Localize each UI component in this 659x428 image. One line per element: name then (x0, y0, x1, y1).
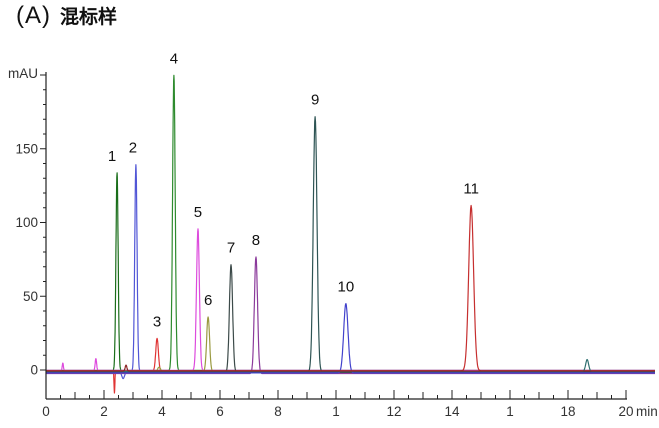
y-tick-label: 0 (30, 363, 38, 378)
y-tick-label: 50 (23, 289, 38, 304)
peak-label-11: 11 (463, 181, 479, 198)
trace-blue-2 (46, 303, 655, 374)
x-tick-label: 12 (386, 404, 401, 419)
y-tick-label: 100 (15, 215, 38, 230)
y-axis-unit-label: mAU (8, 66, 38, 81)
x-tick-label: 18 (560, 404, 575, 419)
peak-label-3: 3 (153, 313, 161, 330)
x-tick-label: 1 (332, 404, 340, 419)
peak-label-9: 9 (311, 92, 319, 109)
trace-darkred (46, 364, 655, 372)
panel-label: (A) (16, 2, 51, 29)
x-tick-label: 8 (274, 404, 282, 419)
peak-label-4: 4 (170, 50, 178, 67)
x-tick-label: 6 (216, 404, 224, 419)
peak-label-5: 5 (194, 204, 202, 221)
peak-label-1: 1 (108, 148, 116, 165)
peak-label-7: 7 (227, 240, 235, 257)
x-tick-label: 2 (100, 404, 108, 419)
x-tick-label: 14 (444, 404, 460, 419)
sample-name: 混标样 (60, 7, 118, 28)
peak-label-10: 10 (338, 279, 355, 296)
x-tick-label: 1 (506, 404, 514, 419)
peak-label-6: 6 (204, 292, 212, 309)
figure-title: (A) 混标样 (16, 2, 117, 30)
x-axis-unit-label: min (636, 404, 658, 419)
peak-label-2: 2 (129, 140, 137, 157)
y-tick-label: 150 (15, 141, 38, 156)
x-tick-label: 0 (42, 404, 50, 419)
trace-blue-1 (46, 164, 655, 380)
peak-label-8: 8 (252, 232, 260, 249)
x-tick-label: 4 (158, 404, 166, 419)
x-tick-label: 20 (618, 404, 633, 419)
